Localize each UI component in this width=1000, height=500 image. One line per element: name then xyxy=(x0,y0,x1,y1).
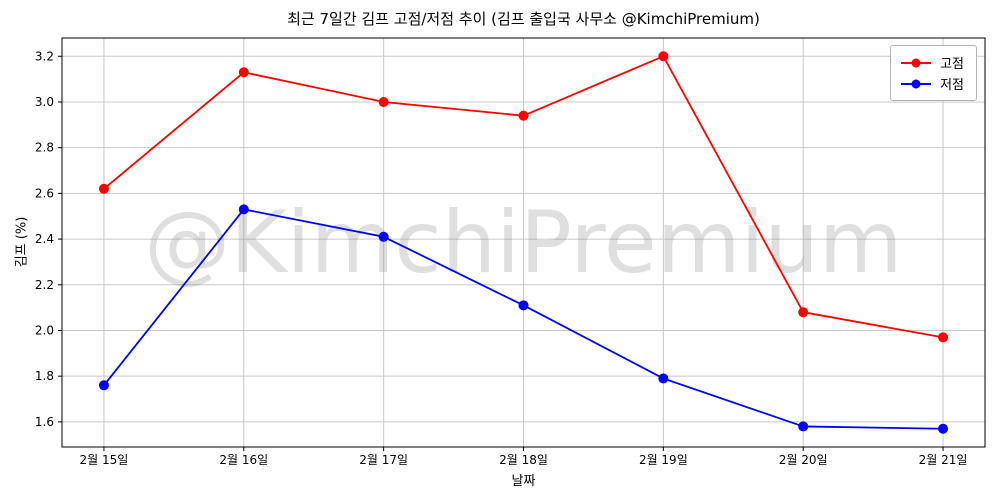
y-tick-label: 2.8 xyxy=(35,141,54,155)
legend-item-low: 저점 xyxy=(901,73,964,94)
y-tick-label: 1.8 xyxy=(35,369,54,383)
y-tick-label: 3.2 xyxy=(35,49,54,63)
x-tick-label: 2월 20일 xyxy=(779,453,828,467)
data-point xyxy=(518,110,529,121)
data-point xyxy=(518,300,529,311)
data-point xyxy=(938,423,949,434)
legend-dot-high xyxy=(911,58,921,67)
y-tick-label: 3.0 xyxy=(35,95,54,109)
data-point xyxy=(938,332,949,343)
x-tick-label: 2월 17일 xyxy=(359,453,408,467)
data-point xyxy=(658,373,669,384)
data-point xyxy=(238,204,249,215)
data-point xyxy=(378,96,389,107)
data-point xyxy=(798,421,809,432)
x-tick-label: 2월 16일 xyxy=(219,453,268,467)
y-tick-label: 2.2 xyxy=(35,278,54,292)
x-tick-label: 2월 15일 xyxy=(80,453,129,467)
x-tick-label: 2월 18일 xyxy=(499,453,548,467)
y-tick-label: 2.0 xyxy=(35,323,54,337)
data-point xyxy=(378,231,389,242)
y-tick-label: 2.6 xyxy=(35,186,54,200)
x-axis-label: 날짜 xyxy=(511,474,536,489)
legend-label-high: 고점 xyxy=(940,57,964,72)
x-tick-label: 2월 21일 xyxy=(919,453,968,467)
chart-title: 최근 7일간 김프 고점/저점 추이 (김프 출입국 사무소 @KimchiPr… xyxy=(287,10,760,28)
data-point xyxy=(98,380,109,391)
x-tick-label: 2월 19일 xyxy=(639,453,688,467)
y-tick-label: 2.4 xyxy=(35,232,54,246)
data-point xyxy=(238,67,249,78)
legend-dot-low xyxy=(911,79,921,88)
watermark-text: @KimchiPremium xyxy=(144,193,902,293)
data-point xyxy=(658,51,669,62)
legend-label-low: 저점 xyxy=(940,78,964,93)
legend-marker-low-icon xyxy=(901,77,932,91)
data-point xyxy=(798,307,809,318)
legend-item-high: 고점 xyxy=(901,52,964,73)
legend-marker-high-icon xyxy=(901,56,932,70)
y-axis-label: 김프 (%) xyxy=(14,216,30,268)
data-point xyxy=(98,183,109,194)
legend: 고점 저점 xyxy=(890,45,977,101)
y-tick-label: 1.6 xyxy=(35,415,54,429)
